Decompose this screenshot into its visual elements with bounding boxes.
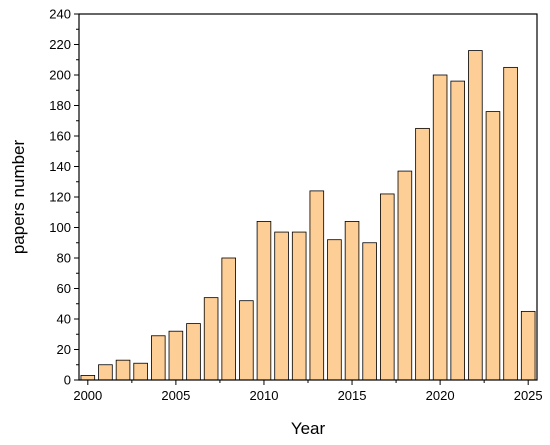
bar-2012 bbox=[291, 231, 307, 381]
x-tick-label: 2005 bbox=[161, 388, 190, 403]
bar-2023 bbox=[485, 111, 501, 381]
bar-2008 bbox=[221, 257, 237, 381]
bar-2001 bbox=[98, 364, 113, 381]
bar-2010 bbox=[256, 220, 272, 381]
bar-2014 bbox=[327, 239, 342, 381]
y-tick-label: 0 bbox=[64, 373, 71, 388]
bar-2004 bbox=[150, 335, 166, 381]
x-tick-label: 2025 bbox=[514, 388, 543, 403]
bar-2015 bbox=[344, 220, 360, 381]
bar-2018 bbox=[397, 170, 413, 381]
y-tick-label: 160 bbox=[49, 129, 71, 144]
y-tick-label: 120 bbox=[49, 190, 71, 205]
bar-2022 bbox=[468, 50, 483, 381]
bar-2006 bbox=[186, 323, 201, 381]
bar-2003 bbox=[133, 362, 148, 381]
x-tick-label: 2015 bbox=[338, 388, 367, 403]
x-axis-title: Year bbox=[291, 419, 326, 438]
bar-2017 bbox=[379, 193, 395, 381]
bar-2019 bbox=[415, 127, 430, 381]
bar-2020 bbox=[432, 74, 448, 381]
bar-2005 bbox=[168, 330, 184, 381]
bar-2013 bbox=[309, 190, 325, 381]
y-tick-label: 80 bbox=[57, 251, 71, 266]
x-tick-label: 2020 bbox=[426, 388, 455, 403]
bar-2025 bbox=[520, 310, 536, 381]
bar-2002 bbox=[115, 359, 131, 381]
x-axis: 2000 2005 2010 2015 2020 2025 bbox=[73, 380, 543, 403]
y-tick-label: 140 bbox=[49, 159, 71, 174]
y-axis: 0 20 40 60 80 100 120 140 160 180 200 220 240 bbox=[49, 7, 79, 388]
bar-2009 bbox=[239, 300, 254, 381]
bar-2016 bbox=[362, 242, 377, 381]
y-tick-label: 20 bbox=[57, 342, 71, 357]
y-tick-label: 60 bbox=[57, 281, 71, 296]
bar-2021 bbox=[450, 80, 465, 381]
y-tick-label: 200 bbox=[49, 68, 71, 83]
bar-2007 bbox=[203, 297, 219, 381]
bar-2024 bbox=[503, 66, 518, 381]
y-tick-label: 240 bbox=[49, 7, 71, 22]
y-axis-title: papers number bbox=[9, 139, 28, 254]
x-tick-label: 2010 bbox=[250, 388, 279, 403]
bars-group bbox=[80, 50, 536, 381]
bar-2011 bbox=[274, 231, 289, 381]
y-tick-label: 40 bbox=[57, 312, 71, 327]
bar-2000 bbox=[80, 375, 96, 381]
y-tick-label: 100 bbox=[49, 220, 71, 235]
x-tick-label: 2000 bbox=[73, 388, 102, 403]
y-tick-label: 180 bbox=[49, 98, 71, 113]
y-tick-label: 220 bbox=[49, 37, 71, 52]
